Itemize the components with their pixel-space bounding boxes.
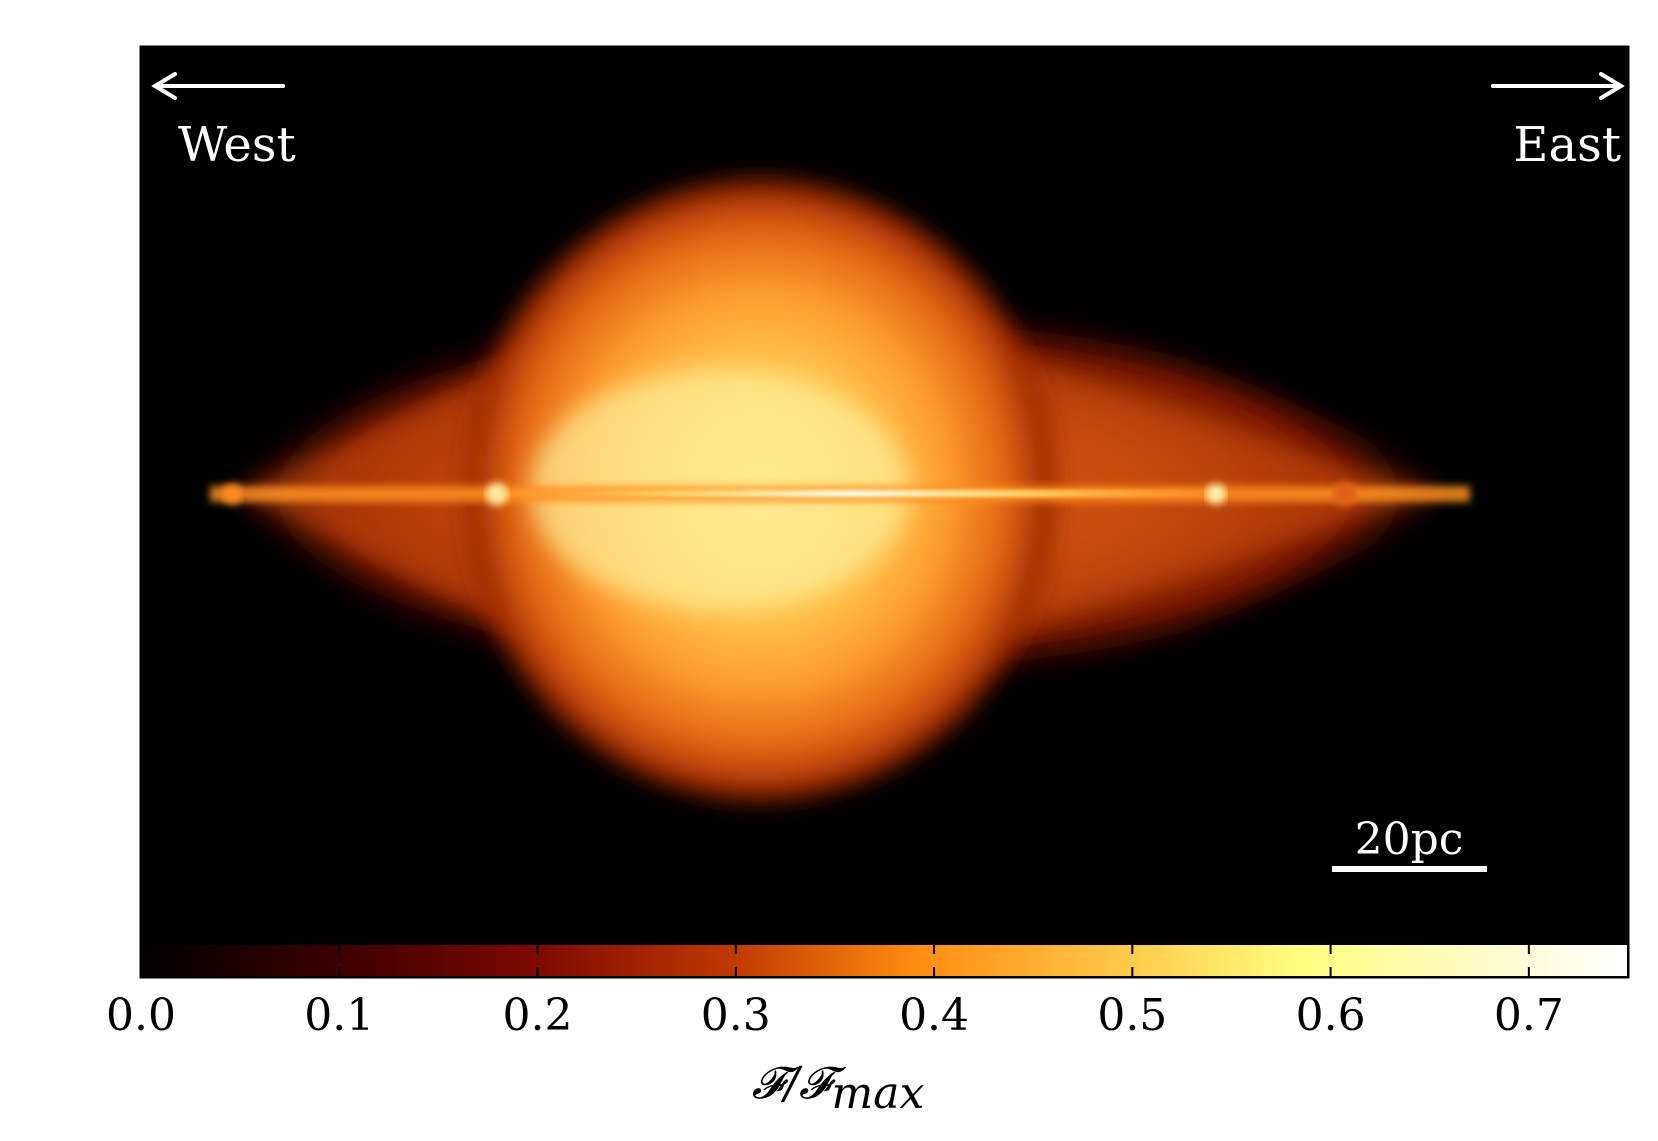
east-label: East [1513,117,1621,173]
west-label: West [178,117,296,173]
knot-west-outer [222,484,242,504]
colorbar-tick-label: 0.3 [701,990,771,1041]
colorbar-tick-label: 0.7 [1494,990,1564,1041]
nebula-emission [205,180,1470,800]
knot-west [486,483,508,505]
colorbar-tick-label: 0.0 [106,990,176,1041]
east-arrow [1491,72,1625,100]
colorbar-tick-label: 0.1 [304,990,374,1041]
scale-bar [1332,866,1487,872]
knot-east-outer [1333,482,1357,506]
colorbar [141,944,1628,977]
colorbar-title: 𝓕/𝓕max [752,1058,925,1119]
colorbar-tick-label: 0.6 [1296,990,1366,1041]
knot-east [1206,484,1226,504]
colorbar-tick-label: 0.4 [899,990,969,1041]
colorbar-title-main: 𝓕/𝓕 [752,1058,847,1109]
colorbar-title-sub: max [832,1068,925,1119]
equatorial-line [490,490,1210,497]
colorbar-frame [140,943,1629,978]
west-arrow [151,72,285,100]
colorbar-tick-labels: 0.0 0.1 0.2 0.3 0.4 0.5 0.6 0.7 [106,990,1564,1041]
colorbar-tick-label: 0.2 [503,990,573,1041]
colorbar-tick-label: 0.5 [1097,990,1167,1041]
scale-bar-label: 20pc [1355,814,1464,865]
colorbar-ticks [140,944,1530,977]
